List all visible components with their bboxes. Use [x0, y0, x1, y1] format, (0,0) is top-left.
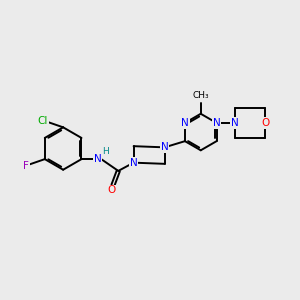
Text: Cl: Cl	[37, 116, 48, 126]
Text: N: N	[231, 118, 239, 128]
Text: H: H	[103, 147, 109, 156]
Text: N: N	[181, 118, 189, 128]
Text: F: F	[23, 161, 29, 171]
Text: O: O	[261, 118, 270, 128]
Text: N: N	[213, 118, 220, 128]
Text: N: N	[130, 158, 137, 168]
Text: N: N	[161, 142, 168, 152]
Text: N: N	[94, 154, 102, 164]
Text: O: O	[108, 185, 116, 195]
Text: CH₃: CH₃	[192, 91, 209, 100]
